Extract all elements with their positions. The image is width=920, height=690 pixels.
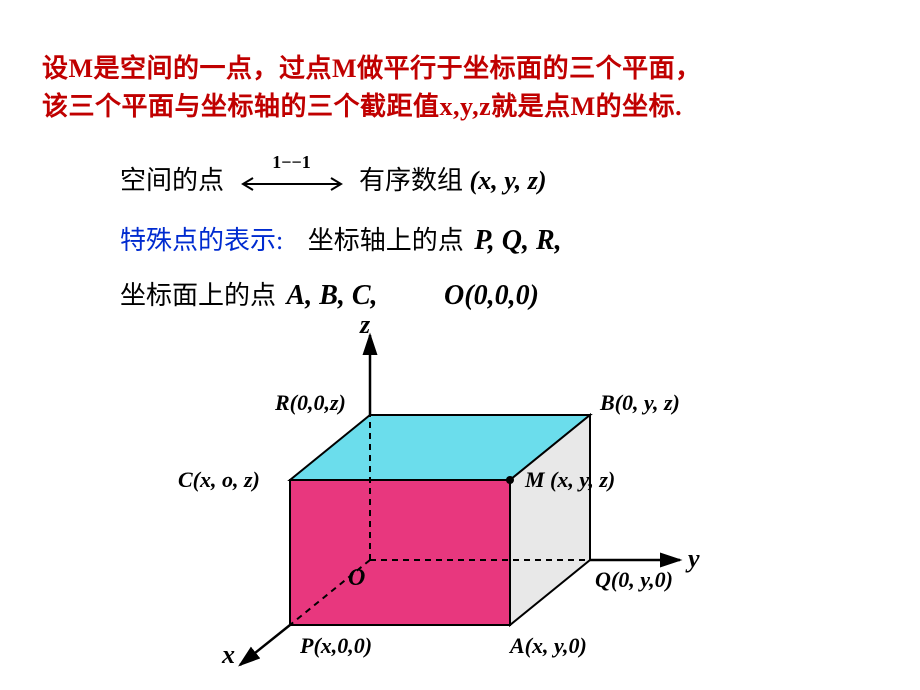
double-arrow: 1−−1 — [237, 168, 347, 198]
pqr-vars: P, Q, R, — [474, 225, 561, 256]
coordinate-box-diagram: z y x O R(0,0,z) B(0, y, z) C(x, o, z) M (x, y,… — [160, 315, 760, 675]
title-line2: 该三个平面与坐标轴的三个截距值x,y,z就是点M的坐标. — [42, 88, 890, 126]
svg-text:R(0,0,z): R(0,0,z) — [274, 390, 346, 415]
origin-label: O(0,0,0) — [444, 280, 539, 311]
axis-points-label: 坐标轴上的点 — [308, 226, 464, 255]
svg-text:B(0, y, z): B(0, y, z) — [599, 390, 680, 415]
abc-vars: A, B, C, — [287, 280, 378, 311]
svg-text:M (x, y, z): M (x, y, z) — [524, 467, 615, 492]
special-points-row: 特殊点的表示: 坐标轴上的点 P, Q, R, — [120, 220, 562, 257]
svg-text:y: y — [685, 544, 700, 573]
svg-text:C(x, o, z): C(x, o, z) — [178, 467, 260, 492]
title: 设M是空间的一点，过点M做平行于坐标面的三个平面， 该三个平面与坐标轴的三个截距… — [42, 50, 890, 125]
svg-text:Q(0, y,0): Q(0, y,0) — [595, 567, 673, 592]
plane-points-label: 坐标面上的点 — [120, 281, 276, 310]
svg-text:P(x,0,0): P(x,0,0) — [299, 633, 372, 658]
tuple-xyz: (x, y, z) — [470, 166, 547, 195]
plane-points-row: 坐标面上的点 A, B, C, O(0,0,0) — [120, 275, 539, 312]
svg-text:O: O — [348, 565, 365, 591]
special-points-label: 特殊点的表示: — [120, 226, 283, 255]
svg-text:x: x — [221, 640, 235, 669]
title-line1: 设M是空间的一点，过点M做平行于坐标面的三个平面， — [42, 50, 890, 88]
ordered-tuple-label: 有序数组 — [359, 166, 463, 195]
correspondence-row: 空间的点 1−−1 有序数组 (x, y, z) — [120, 160, 547, 198]
svg-text:A(x, y,0): A(x, y,0) — [508, 633, 587, 658]
arrow-label: 1−−1 — [237, 152, 347, 173]
space-point-label: 空间的点 — [120, 166, 224, 195]
svg-text:z: z — [359, 315, 371, 339]
